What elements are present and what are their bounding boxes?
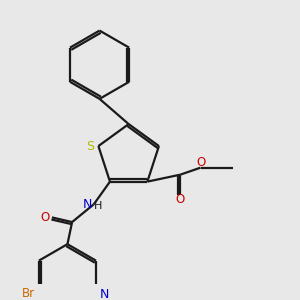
Text: N: N [100, 288, 109, 300]
Text: H: H [94, 201, 103, 211]
Text: O: O [196, 156, 205, 169]
Text: N: N [82, 198, 92, 211]
Text: Br: Br [22, 287, 34, 300]
Text: O: O [176, 194, 185, 206]
Text: S: S [86, 140, 94, 153]
Text: O: O [40, 211, 50, 224]
